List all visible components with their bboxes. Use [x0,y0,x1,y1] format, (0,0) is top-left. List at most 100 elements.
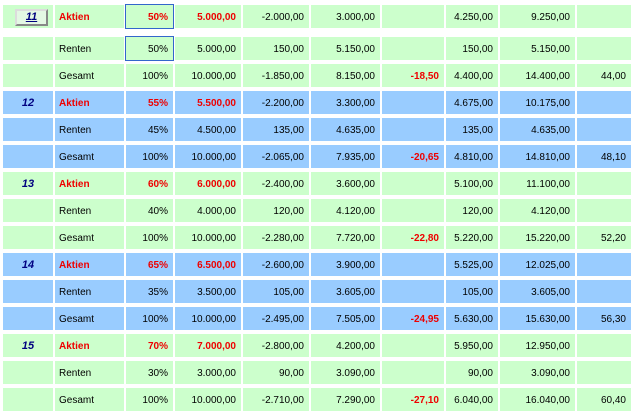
percent-cell[interactable]: 55% [125,90,174,115]
total-cell: 12.950,00 [499,333,576,358]
value-cell: 3.090,00 [310,360,381,385]
gain-cell: 150,00 [445,36,499,61]
row-id-cell [2,360,54,385]
change-cell: 135,00 [242,117,310,142]
value-cell: 5.150,00 [310,36,381,61]
table-row: 11 Aktien 50% 5.000,00 -2.000,00 3.000,00 4.25… [0,4,638,31]
amount-cell[interactable]: 10.000,00 [174,225,242,250]
change-cell: -2.710,00 [242,387,310,412]
percent-cell[interactable]: 50% [125,36,174,61]
cost-cell: -22,80 [381,225,445,250]
row-id-cell [2,279,54,304]
percent-cell[interactable]: 70% [125,333,174,358]
amount-cell[interactable]: 4.500,00 [174,117,242,142]
change-cell: -2.000,00 [242,4,310,29]
cost-cell [381,198,445,223]
table-row: Renten 45% 4.500,00 135,00 4.635,00 135,00 4.6… [0,117,638,144]
percent-cell[interactable]: 45% [125,117,174,142]
amount-cell[interactable]: 6.500,00 [174,252,242,277]
row-id-cell [2,225,54,250]
row-id-cell [2,36,54,61]
gain-cell: 105,00 [445,279,499,304]
gain-cell: 5.630,00 [445,306,499,331]
percent-cell[interactable]: 100% [125,387,174,412]
amount-cell[interactable]: 7.000,00 [174,333,242,358]
cost-cell: -24,95 [381,306,445,331]
row-id-cell [2,198,54,223]
total-cell: 4.120,00 [499,198,576,223]
row-id-cell: 14 [2,252,54,277]
change-cell: -2.495,00 [242,306,310,331]
amount-cell[interactable]: 3.000,00 [174,360,242,385]
percent-cell[interactable]: 30% [125,360,174,385]
gain-cell: 4.810,00 [445,144,499,169]
amount-cell[interactable]: 3.500,00 [174,279,242,304]
change-cell: -2.200,00 [242,90,310,115]
table-row: 14 Aktien 65% 6.500,00 -2.600,00 3.900,00 5.52… [0,252,638,279]
change-cell: -1.850,00 [242,63,310,88]
gain-cell: 135,00 [445,117,499,142]
percent-cell[interactable]: 100% [125,144,174,169]
category-cell: Aktien [54,333,125,358]
total-cell: 12.025,00 [499,252,576,277]
gain-cell: 5.525,00 [445,252,499,277]
amount-cell[interactable]: 10.000,00 [174,63,242,88]
change-cell: 105,00 [242,279,310,304]
gain-cell: 5.100,00 [445,171,499,196]
change-cell: -2.065,00 [242,144,310,169]
amount-cell[interactable]: 5.000,00 [174,36,242,61]
cost-cell [381,252,445,277]
category-cell: Renten [54,117,125,142]
row-id-cell [2,306,54,331]
value-cell: 4.120,00 [310,198,381,223]
amount-cell[interactable]: 5.000,00 [174,4,242,29]
percent-cell[interactable]: 65% [125,252,174,277]
total-cell: 16.040,00 [499,387,576,412]
percent-cell[interactable]: 100% [125,306,174,331]
value-cell: 7.720,00 [310,225,381,250]
percent-cell[interactable]: 100% [125,225,174,250]
cost-cell [381,4,445,29]
percent-cell[interactable]: 40% [125,198,174,223]
total-cell: 5.150,00 [499,36,576,61]
percent-cell[interactable]: 60% [125,171,174,196]
table-row: 13 Aktien 60% 6.000,00 -2.400,00 3.600,00 5.10… [0,171,638,198]
category-cell: Gesamt [54,144,125,169]
change-cell: -2.400,00 [242,171,310,196]
percent-cell[interactable]: 100% [125,63,174,88]
table-row: Gesamt 100% 10.000,00 -2.280,00 7.720,00 -22,… [0,225,638,252]
table-row: Gesamt 100% 10.000,00 -2.495,00 7.505,00 -24,… [0,306,638,333]
cost-cell [381,36,445,61]
gain-cell: 4.675,00 [445,90,499,115]
percent-cell[interactable]: 35% [125,279,174,304]
total-cell: 3.090,00 [499,360,576,385]
amount-cell[interactable]: 10.000,00 [174,306,242,331]
amount-cell[interactable]: 4.000,00 [174,198,242,223]
category-cell: Renten [54,198,125,223]
amount-cell[interactable]: 10.000,00 [174,387,242,412]
total-cell: 15.220,00 [499,225,576,250]
category-cell: Renten [54,279,125,304]
amount-cell[interactable]: 6.000,00 [174,171,242,196]
amount-cell[interactable]: 10.000,00 [174,144,242,169]
gain-cell: 4.400,00 [445,63,499,88]
table-row: 15 Aktien 70% 7.000,00 -2.800,00 4.200,00 5.95… [0,333,638,360]
category-cell: Renten [54,360,125,385]
row-id-button[interactable]: 11 [15,9,48,26]
total-cell: 11.100,00 [499,171,576,196]
yield-cell [576,198,632,223]
cost-cell: -20,65 [381,144,445,169]
value-cell: 3.000,00 [310,4,381,29]
yield-cell: 48,10 [576,144,632,169]
category-cell: Gesamt [54,63,125,88]
yield-cell [576,36,632,61]
value-cell: 3.300,00 [310,90,381,115]
percent-cell[interactable]: 50% [125,4,174,29]
cost-cell [381,360,445,385]
cost-cell [381,117,445,142]
change-cell: -2.800,00 [242,333,310,358]
value-cell: 4.635,00 [310,117,381,142]
total-cell: 15.630,00 [499,306,576,331]
amount-cell[interactable]: 5.500,00 [174,90,242,115]
